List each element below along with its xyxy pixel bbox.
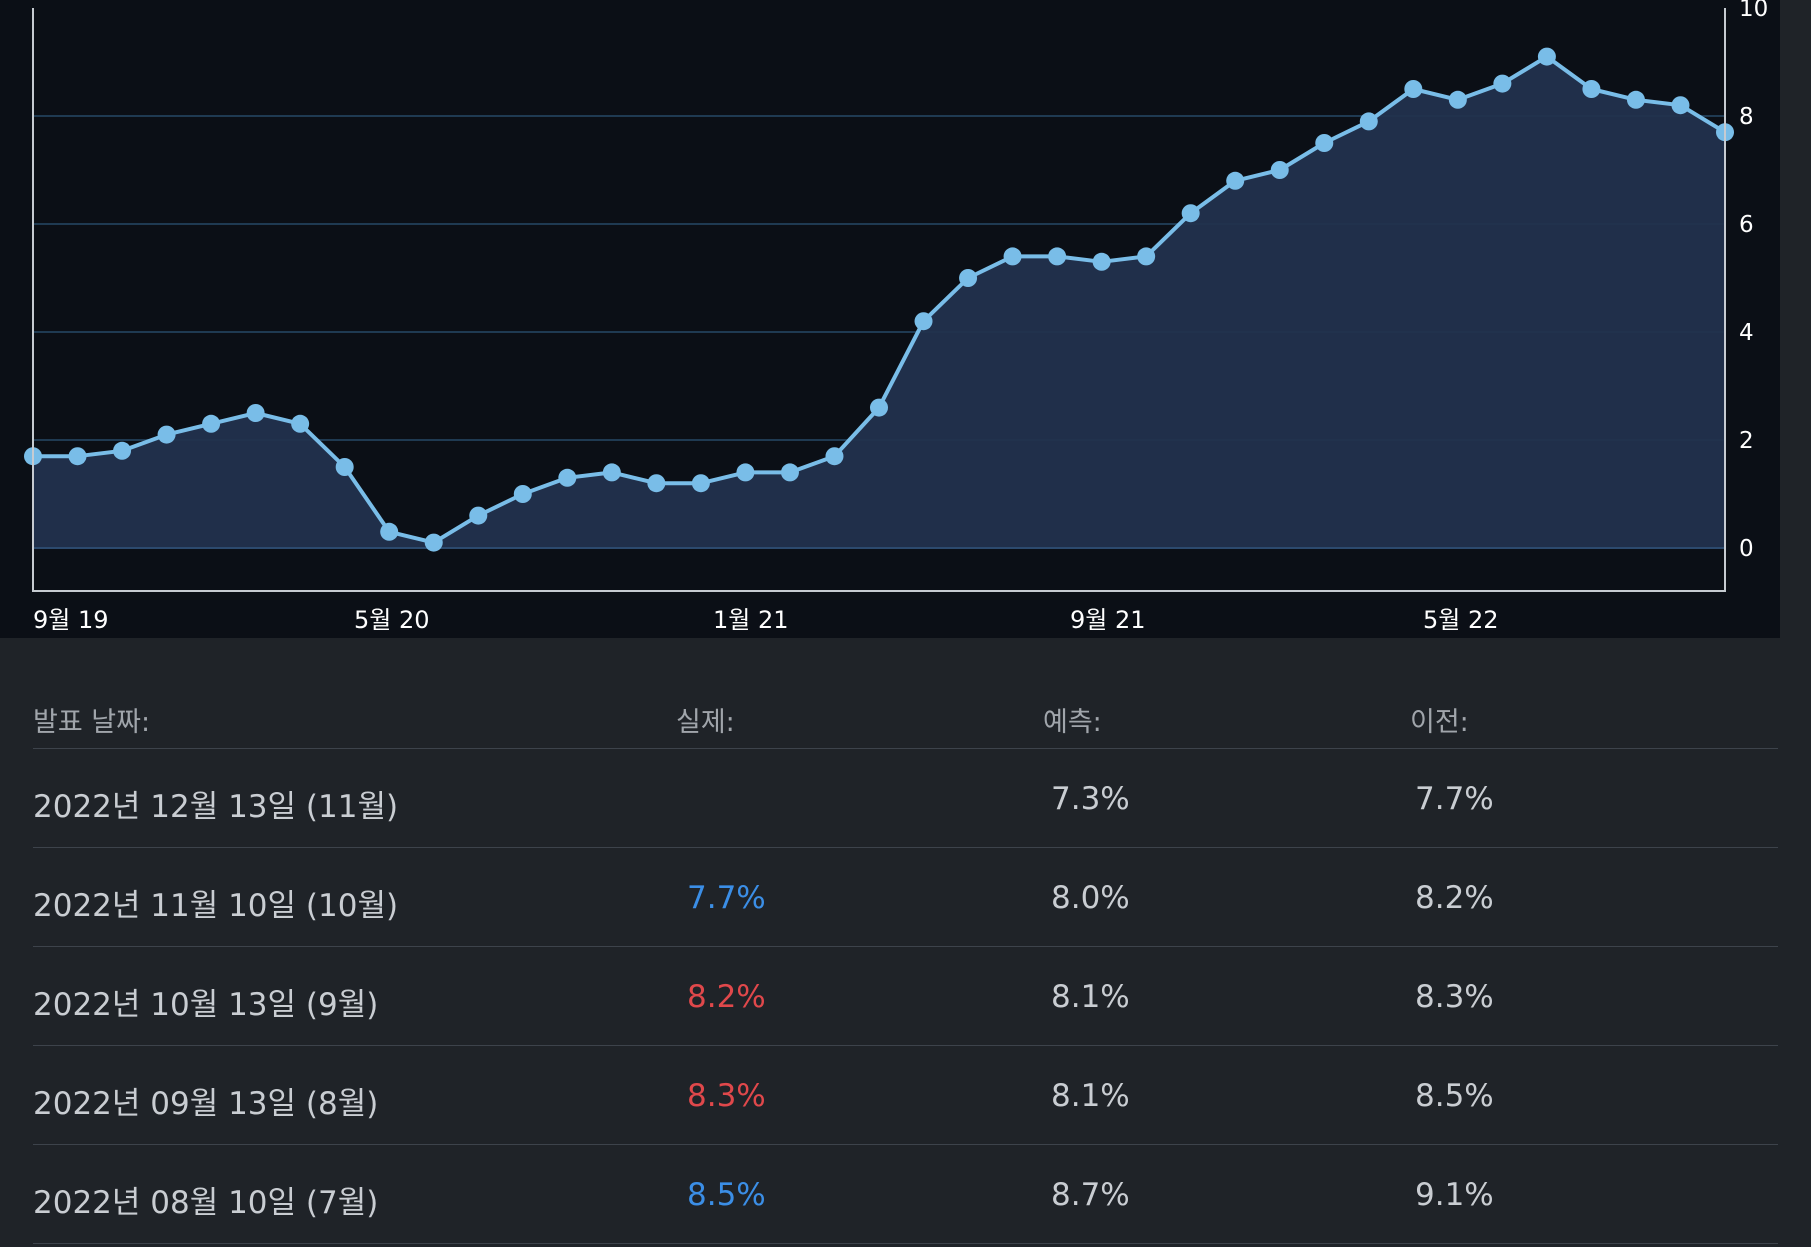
data-point xyxy=(1448,90,1467,109)
row-forecast: 8.1% xyxy=(1051,979,1130,1015)
data-point xyxy=(380,522,399,541)
data-point xyxy=(1404,80,1423,98)
row-forecast: 8.0% xyxy=(1051,880,1130,916)
plot-border xyxy=(32,8,1726,592)
row-date: 2022년 10월 13일 (9월) xyxy=(33,987,379,1023)
y-tick-label: 0 xyxy=(1739,536,1754,562)
x-tick-label: 5월 22 xyxy=(1423,606,1499,634)
data-point xyxy=(1493,74,1512,93)
data-point xyxy=(1582,80,1601,98)
table-row: 2022년 12월 13일 (11월) 7.3% 7.7% xyxy=(33,749,1778,848)
row-date: 2022년 12월 13일 (11월) xyxy=(33,789,399,825)
table-row: 2022년 09월 13일 (8월) 8.3% 8.1% 8.5% xyxy=(33,1046,1778,1145)
data-point xyxy=(291,414,310,433)
data-point xyxy=(335,458,354,476)
data-point xyxy=(424,533,443,552)
row-previous: 7.7% xyxy=(1415,781,1494,817)
data-point xyxy=(691,474,710,493)
data-point xyxy=(1359,112,1378,131)
data-point xyxy=(1671,96,1690,115)
y-tick-label: 8 xyxy=(1739,104,1754,130)
row-previous: 9.1% xyxy=(1415,1177,1494,1213)
data-point xyxy=(1048,247,1067,266)
row-forecast: 8.1% xyxy=(1051,1078,1130,1114)
data-point xyxy=(469,506,488,525)
data-point xyxy=(246,404,265,422)
data-point xyxy=(1626,90,1645,109)
table-header: 발표 날짜: 실제: 예측: 이전: xyxy=(33,672,1778,749)
chart-panel: 0 2 4 6 8 10 9월 19 5월 20 1월 21 9월 21 5월 22 xyxy=(0,0,1780,638)
data-point xyxy=(513,485,532,503)
data-point xyxy=(602,463,621,482)
row-actual: 8.2% xyxy=(687,979,766,1015)
y-tick-label: 4 xyxy=(1739,320,1754,346)
area-fill xyxy=(33,56,1725,548)
table-row: 2022년 10월 13일 (9월) 8.2% 8.1% 8.3% xyxy=(33,947,1778,1046)
header-forecast: 예측: xyxy=(1043,707,1102,738)
y-tick-label: 2 xyxy=(1739,428,1754,454)
row-forecast: 7.3% xyxy=(1051,781,1130,817)
row-date: 2022년 11월 10일 (10월) xyxy=(33,888,399,924)
header-actual: 실제: xyxy=(676,707,735,738)
data-point xyxy=(113,441,132,460)
row-actual: 8.3% xyxy=(687,1078,766,1114)
data-point xyxy=(1226,171,1245,190)
data-point xyxy=(1003,247,1022,266)
data-point xyxy=(736,463,755,482)
header-previous: 이전: xyxy=(1410,707,1469,738)
data-table: 발표 날짜: 실제: 예측: 이전: 2022년 12월 13일 (11월) 7… xyxy=(33,672,1778,1244)
row-actual: 8.5% xyxy=(687,1177,766,1213)
header-date: 발표 날짜: xyxy=(33,707,151,738)
data-point xyxy=(558,468,577,487)
table-row: 2022년 08월 10일 (7월) 8.5% 8.7% 9.1% xyxy=(33,1145,1778,1244)
data-point xyxy=(1092,252,1111,271)
row-previous: 8.5% xyxy=(1415,1078,1494,1114)
y-tick-label: 10 xyxy=(1739,0,1768,22)
row-previous: 8.3% xyxy=(1415,979,1494,1015)
y-tick-label: 6 xyxy=(1739,212,1754,238)
x-tick-label: 1월 21 xyxy=(713,606,789,634)
data-point xyxy=(68,447,87,466)
data-point xyxy=(1137,247,1156,266)
chart-svg: 0 2 4 6 8 10 9월 19 5월 20 1월 21 9월 21 5월 22 xyxy=(24,0,1768,634)
data-point xyxy=(825,447,844,466)
data-point xyxy=(202,414,221,433)
data-point xyxy=(1537,47,1556,66)
data-point xyxy=(870,398,888,417)
row-previous: 8.2% xyxy=(1415,880,1494,916)
data-point xyxy=(1181,204,1200,223)
data-point xyxy=(959,269,978,287)
data-point xyxy=(647,474,666,493)
row-date: 2022년 09월 13일 (8월) xyxy=(33,1086,379,1122)
x-tick-label: 9월 19 xyxy=(33,606,109,634)
x-tick-label: 9월 21 xyxy=(1070,606,1146,634)
x-tick-label: 5월 20 xyxy=(354,606,430,634)
table-row: 2022년 11월 10일 (10월) 7.7% 8.0% 8.2% xyxy=(33,848,1778,947)
row-actual: 7.7% xyxy=(687,880,766,916)
row-forecast: 8.7% xyxy=(1051,1177,1130,1213)
data-point xyxy=(1315,134,1334,152)
data-point xyxy=(780,463,799,482)
data-point xyxy=(1270,161,1289,179)
row-date: 2022년 08월 10일 (7월) xyxy=(33,1185,379,1221)
data-point xyxy=(157,425,176,444)
data-point xyxy=(914,312,933,331)
